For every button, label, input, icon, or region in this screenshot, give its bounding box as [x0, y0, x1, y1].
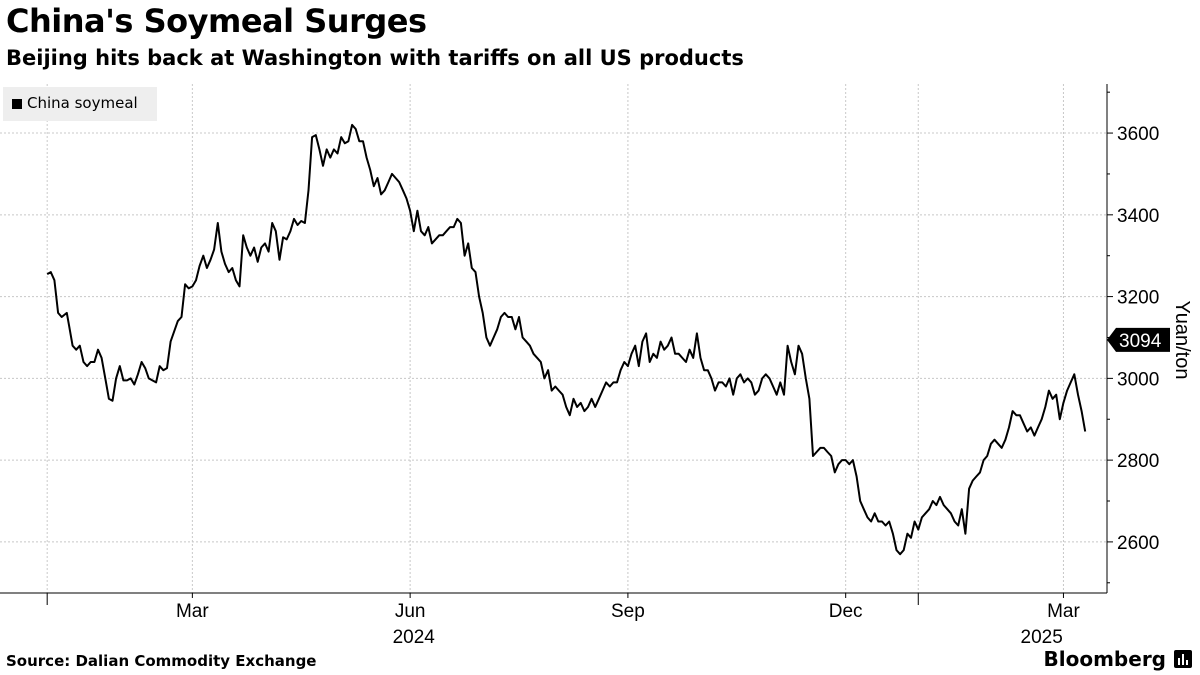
chart-subtitle: Beijing hits back at Washington with tar… — [6, 46, 744, 70]
y-tick-label: 2800 — [1117, 451, 1159, 472]
legend-label: China soymeal — [27, 94, 138, 112]
legend: China soymeal — [3, 87, 157, 121]
x-tick-label: Jun — [395, 601, 426, 622]
y-tick-label: 3000 — [1117, 369, 1159, 390]
last-value-text: 3094 — [1119, 331, 1162, 352]
x-tick-label: Mar — [1047, 601, 1080, 622]
last-value-badge — [1107, 327, 1170, 352]
source-note: Source: Dalian Commodity Exchange — [6, 652, 317, 670]
y-tick-label: 3400 — [1117, 206, 1159, 227]
y-tick-label: 2600 — [1117, 533, 1159, 554]
legend-swatch — [12, 99, 22, 109]
series-line-china-soymeal — [46, 123, 1087, 556]
y-tick-label: 3600 — [1117, 124, 1159, 145]
series-layer — [46, 123, 1087, 556]
year-label: 2025 — [1021, 627, 1063, 648]
x-tick-label: Dec — [829, 601, 863, 622]
brand-name: Bloomberg — [1043, 647, 1166, 671]
y-tick-label: 3200 — [1117, 288, 1159, 309]
last-value-label: 3094 — [1107, 327, 1170, 352]
year-label: 2024 — [393, 627, 436, 648]
x-tick-label: Sep — [611, 601, 645, 622]
x-tick-label: Mar — [176, 601, 209, 622]
bloomberg-terminal-icon — [1174, 650, 1192, 668]
grid-lines — [0, 84, 1107, 593]
axes-layer: 2600 2800 3000 3200 3400 3600 Mar Jun Sep Dec Mar 2… — [0, 84, 1170, 648]
y-axis-label: Yuan/ton — [1171, 301, 1193, 380]
chart-title: China's Soymeal Surges — [6, 2, 427, 40]
